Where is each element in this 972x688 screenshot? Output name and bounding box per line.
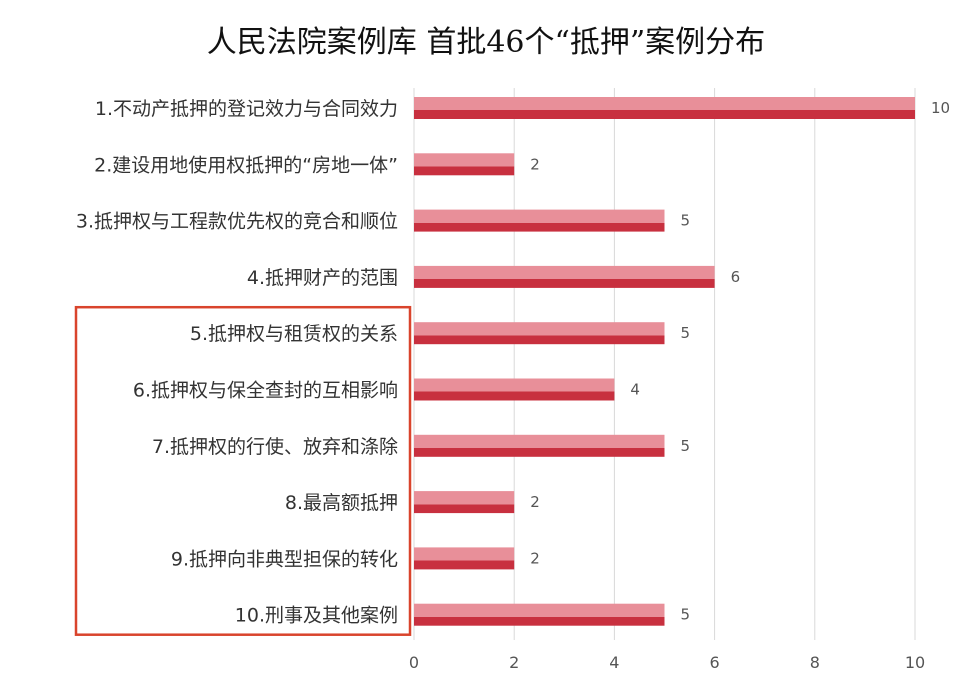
bar xyxy=(414,97,915,119)
x-tick-label: 2 xyxy=(509,653,519,672)
value-label: 5 xyxy=(681,437,691,455)
x-tick-label: 8 xyxy=(810,653,820,672)
x-axis-ticks: 0 2 4 6 8 10 xyxy=(409,653,925,672)
bar xyxy=(414,322,665,345)
category-label: 1.不动产抵押的登记效力与合同效力 xyxy=(95,98,398,120)
value-label: 6 xyxy=(731,268,741,286)
value-label: 2 xyxy=(530,549,540,567)
value-label: 5 xyxy=(681,324,691,342)
x-tick-label: 4 xyxy=(609,653,619,672)
bar xyxy=(414,378,615,401)
category-label: 5.抵押权与租赁权的关系 xyxy=(190,323,398,345)
category-label: 3.抵押权与工程款优先权的竞合和顺位 xyxy=(76,211,398,233)
x-tick-label: 6 xyxy=(710,653,720,672)
bar xyxy=(414,265,715,288)
x-tick-label: 0 xyxy=(409,653,419,672)
chart-title: 人民法院案例库 首批46个“抵押”案例分布 xyxy=(207,25,765,60)
value-labels: 10 2 5 6 5 4 5 2 2 5 xyxy=(530,99,950,624)
value-label: 4 xyxy=(630,381,640,399)
category-label: 9.抵押向非典型担保的转化 xyxy=(171,548,398,570)
bar xyxy=(414,153,515,176)
value-label: 10 xyxy=(931,99,950,117)
bars xyxy=(414,97,915,626)
category-label: 2.建设用地使用权抵押的“房地一体” xyxy=(94,154,398,176)
category-label: 7.抵押权的行使、放弃和涤除 xyxy=(152,436,398,458)
bar xyxy=(414,547,515,570)
category-labels: 1.不动产抵押的登记效力与合同效力 2.建设用地使用权抵押的“房地一体” 3.抵押权… xyxy=(76,98,398,627)
value-label: 5 xyxy=(681,606,691,624)
category-label: 10.刑事及其他案例 xyxy=(235,605,398,627)
highlight-box xyxy=(74,305,412,636)
bar xyxy=(414,603,665,626)
category-label: 8.最高额抵押 xyxy=(285,492,398,514)
category-label: 4.抵押财产的范围 xyxy=(247,267,398,289)
bar xyxy=(414,491,515,514)
value-label: 5 xyxy=(681,212,691,230)
category-label: 6.抵押权与保全查封的互相影响 xyxy=(133,380,398,402)
value-label: 2 xyxy=(530,493,540,511)
value-label: 2 xyxy=(530,155,540,173)
x-tick-label: 10 xyxy=(905,653,925,672)
bar xyxy=(414,209,665,232)
bar xyxy=(414,434,665,457)
